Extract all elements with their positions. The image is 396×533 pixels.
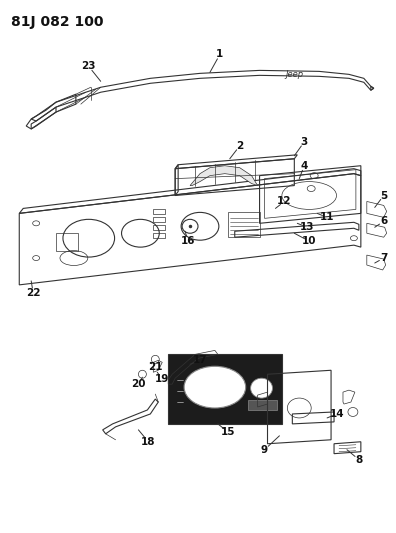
- Text: —: —: [177, 388, 184, 394]
- Text: 2: 2: [236, 141, 243, 151]
- Text: 8: 8: [355, 455, 362, 465]
- Text: 13: 13: [300, 222, 314, 232]
- Ellipse shape: [251, 378, 272, 398]
- Bar: [153, 225, 165, 230]
- Text: 21: 21: [148, 362, 162, 372]
- Bar: [153, 209, 165, 214]
- Text: 22: 22: [26, 288, 40, 298]
- Text: 19: 19: [155, 374, 169, 384]
- Text: 11: 11: [320, 212, 334, 222]
- Text: 81J 082 100: 81J 082 100: [11, 15, 104, 29]
- Text: 6: 6: [380, 216, 387, 227]
- Bar: [248, 400, 278, 410]
- Text: 16: 16: [181, 236, 195, 246]
- Text: 20: 20: [131, 379, 146, 389]
- Text: 14: 14: [330, 409, 345, 419]
- Bar: [56, 233, 78, 251]
- Text: 7: 7: [380, 253, 387, 263]
- Text: 23: 23: [82, 61, 96, 71]
- Bar: [153, 233, 165, 238]
- Bar: [168, 354, 282, 424]
- Text: 3: 3: [301, 137, 308, 147]
- Text: 5: 5: [380, 190, 387, 200]
- Text: 17: 17: [193, 356, 207, 365]
- Ellipse shape: [184, 366, 246, 408]
- Text: —: —: [177, 377, 184, 383]
- Text: 9: 9: [261, 445, 268, 455]
- Bar: [228, 212, 259, 237]
- Text: 12: 12: [277, 197, 291, 206]
- Polygon shape: [190, 166, 257, 185]
- Text: Jeep: Jeep: [285, 70, 303, 79]
- Text: 10: 10: [302, 236, 316, 246]
- Text: 4: 4: [301, 161, 308, 171]
- Text: 1: 1: [216, 50, 223, 60]
- Bar: [153, 217, 165, 222]
- Text: 18: 18: [141, 437, 156, 447]
- Text: —: —: [177, 399, 184, 405]
- Text: 15: 15: [221, 427, 235, 437]
